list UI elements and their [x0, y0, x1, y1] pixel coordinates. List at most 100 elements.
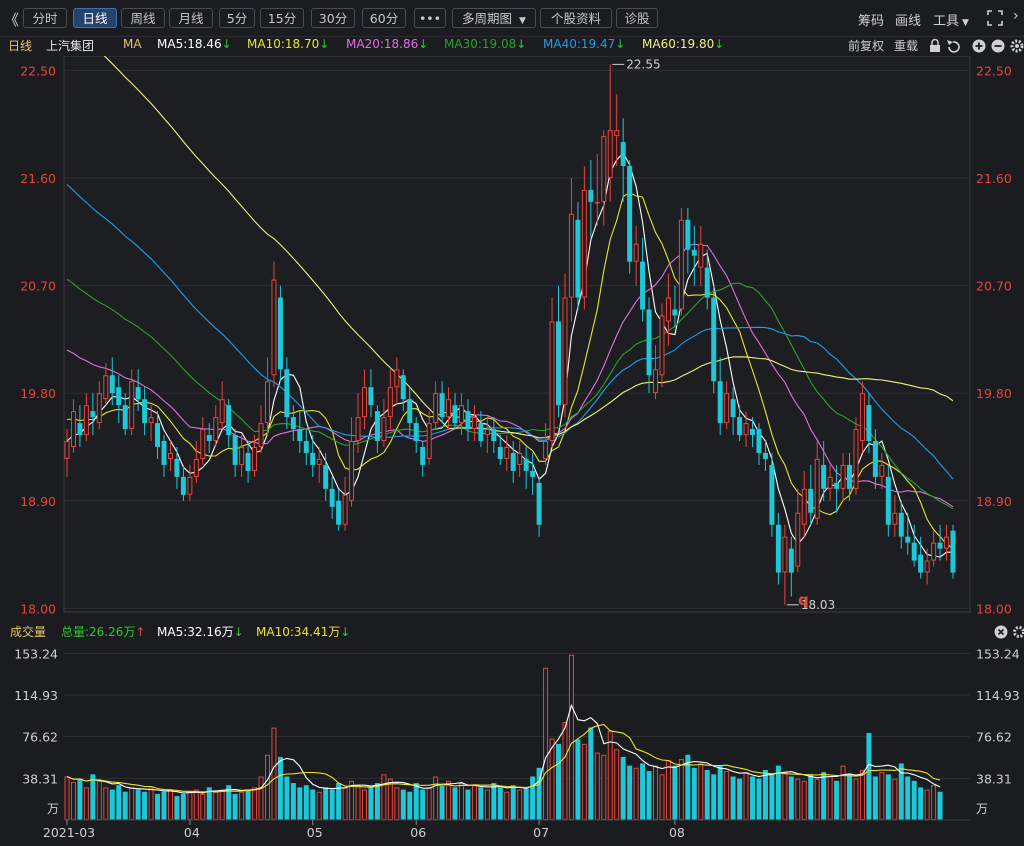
volume-bar — [116, 785, 122, 820]
diagnose-button[interactable]: 诊股 — [616, 8, 658, 28]
candle — [407, 387, 413, 436]
volume-bar — [245, 789, 251, 820]
lock-icon[interactable] — [930, 38, 940, 53]
volume-bar — [898, 763, 904, 820]
candle — [879, 452, 885, 489]
tools-menu[interactable]: 工具 ▼ — [933, 10, 969, 29]
volume-bar — [665, 760, 671, 820]
volume-ma-lines — [66, 703, 941, 794]
volume-bar — [394, 787, 400, 820]
zoom-out-icon[interactable] — [991, 39, 1005, 53]
candle — [685, 207, 691, 274]
period-tab[interactable]: 60分 — [362, 8, 406, 28]
period-tab[interactable]: 30分 — [311, 8, 355, 28]
volume-bar — [523, 787, 529, 820]
candle — [944, 524, 950, 561]
period-tab[interactable]: 分时 — [23, 8, 67, 28]
volume-bar — [355, 785, 361, 820]
candle — [737, 405, 743, 442]
candle — [70, 399, 76, 453]
volume-bar — [737, 778, 743, 820]
candle — [77, 405, 83, 447]
ma40-value: MA40:19.47↓ — [543, 37, 625, 51]
volume-bar — [756, 778, 762, 820]
volume-tick-right: 76.62 — [976, 730, 1012, 745]
volume-bar — [452, 787, 458, 820]
candle — [620, 118, 626, 202]
period-tab[interactable]: 周线 — [121, 8, 165, 28]
volume-bar — [290, 783, 296, 820]
volume-bar — [187, 791, 193, 821]
candle — [717, 357, 723, 436]
candle — [381, 399, 387, 447]
candle — [290, 405, 296, 442]
gear-icon[interactable] — [1010, 39, 1024, 53]
candle — [853, 417, 859, 495]
reload-button[interactable]: 重载 — [894, 39, 919, 53]
ma10-text: MA10:18.70 — [247, 37, 320, 51]
volume-bar — [484, 789, 490, 821]
volume-bar — [711, 774, 717, 820]
volume-tick-right: 38.31 — [976, 771, 1012, 786]
candle — [646, 297, 652, 394]
more-icon[interactable]: › — [1013, 8, 1019, 24]
candle — [950, 524, 956, 579]
period-tab[interactable]: 15分 — [260, 8, 304, 28]
gear-icon[interactable] — [1013, 626, 1024, 638]
candle — [323, 452, 329, 501]
period-tab[interactable]: 月线 — [169, 8, 213, 28]
candle — [840, 452, 846, 501]
candle — [601, 130, 607, 226]
date-label: 07 — [533, 825, 549, 840]
tools-label: 工具 — [933, 14, 960, 29]
candle — [594, 154, 600, 226]
candle — [847, 452, 853, 501]
candle — [607, 64, 613, 202]
candle — [219, 381, 225, 430]
volume-bar — [885, 774, 891, 820]
zoom-in-icon[interactable] — [972, 39, 986, 53]
adjust-button[interactable]: 前复权 — [848, 39, 885, 53]
price-tick-left: 18.00 — [20, 601, 56, 616]
volume-bar — [633, 767, 639, 821]
candle — [827, 464, 833, 501]
stock-name: 上汽集团 — [46, 39, 95, 53]
candle — [859, 381, 865, 453]
more-periods-button[interactable]: ••• — [414, 8, 446, 28]
volume-bar — [607, 730, 613, 820]
chips-button[interactable]: 筹码 — [858, 14, 885, 29]
candlestick-chart[interactable]: 22.50 22.50 21.60 21.60 20.70 20.70 19.80 19.80… — [0, 56, 1024, 621]
candle — [83, 393, 89, 442]
volume-bar — [659, 774, 665, 820]
volume-bar — [801, 780, 807, 821]
down-arrow-icon: ↓ — [714, 37, 725, 51]
candle — [206, 423, 212, 453]
undo-icon[interactable] — [947, 40, 960, 53]
volume-bar — [148, 787, 154, 820]
high-label: 22.55 — [626, 57, 660, 71]
volume-bar — [743, 772, 749, 820]
candle — [698, 225, 704, 286]
period-tab[interactable]: 日线 — [73, 8, 117, 28]
draw-line-button[interactable]: 画线 — [895, 14, 922, 29]
down-arrow-icon: ↓ — [516, 37, 527, 51]
candle — [491, 417, 497, 453]
candle — [90, 393, 96, 436]
collapse-icon[interactable]: 《 — [4, 11, 20, 29]
period-tab[interactable]: 5分 — [219, 8, 255, 28]
volume-bar — [879, 772, 885, 820]
volume-chart[interactable]: 153.24 153.24 114.93 114.93 76.62 76.62 38.31 3… — [0, 642, 1024, 846]
candle — [264, 357, 270, 436]
price-tick-right: 18.90 — [976, 494, 1012, 509]
candle — [549, 297, 555, 447]
volume-bar — [795, 778, 801, 821]
candle — [187, 464, 193, 501]
volume-bar — [258, 776, 264, 820]
stock-info-button[interactable]: 个股资料 — [540, 8, 612, 28]
candle — [142, 387, 148, 436]
expand-icon[interactable] — [987, 10, 1003, 26]
volume-bar — [420, 789, 426, 820]
multi-period-dropdown[interactable]: 多周期图 ▼ — [452, 8, 536, 28]
close-icon[interactable] — [994, 625, 1008, 639]
volume-bar — [413, 783, 419, 820]
